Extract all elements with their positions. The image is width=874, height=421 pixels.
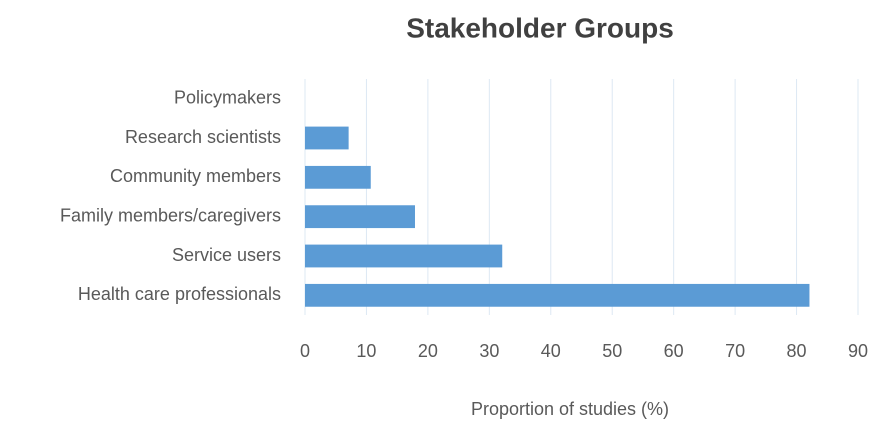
bar [305, 165, 371, 189]
y-tick-label: Family members/caregivers [60, 205, 281, 225]
x-tick-label: 30 [479, 341, 499, 361]
x-tick-label: 80 [787, 341, 807, 361]
x-tick-label: 60 [664, 341, 684, 361]
chart-title: Stakeholder Groups [406, 12, 674, 43]
x-tick-label: 10 [356, 341, 376, 361]
bar [305, 126, 349, 150]
x-tick-label: 20 [418, 341, 438, 361]
bar [305, 205, 415, 229]
y-tick-label: Research scientists [125, 127, 281, 147]
y-tick-label: Service users [172, 245, 281, 265]
x-tick-label: 90 [848, 341, 868, 361]
x-axis-label: Proportion of studies (%) [471, 399, 669, 419]
x-tick-label: 0 [300, 341, 310, 361]
bar [305, 283, 810, 307]
y-tick-label: Community members [110, 166, 281, 186]
y-tick-label: Health care professionals [78, 284, 281, 304]
x-tick-label: 70 [725, 341, 745, 361]
x-tick-label: 40 [541, 341, 561, 361]
y-tick-label: Policymakers [174, 87, 281, 107]
bar [305, 244, 503, 268]
x-tick-label: 50 [602, 341, 622, 361]
